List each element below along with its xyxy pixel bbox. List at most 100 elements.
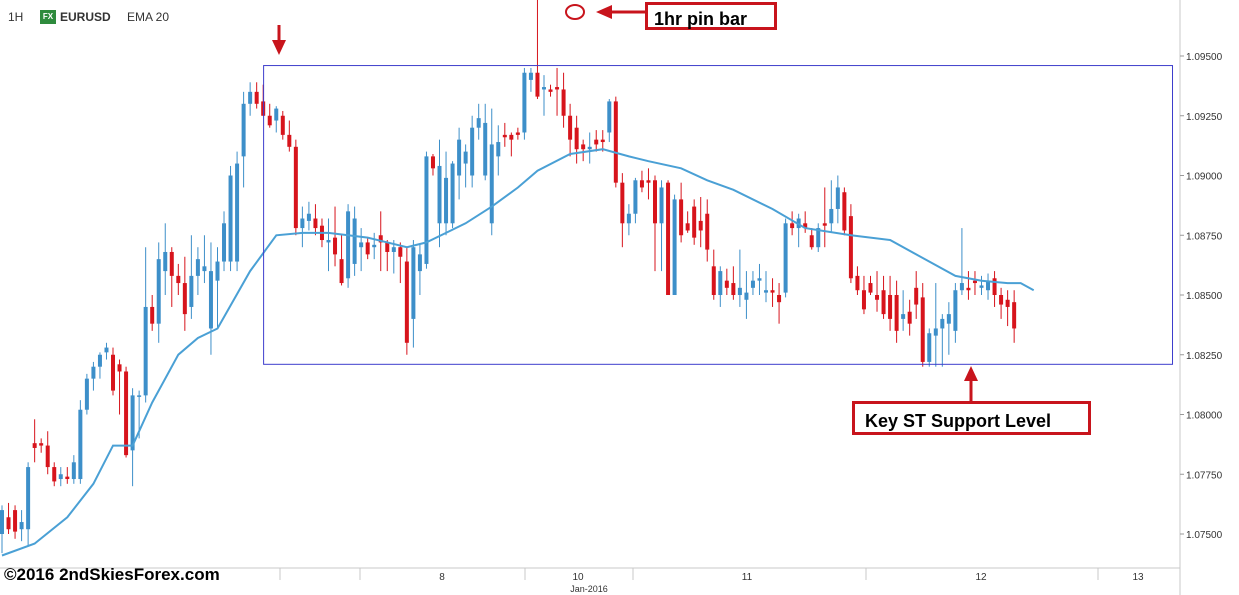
candle [920,283,925,367]
candle-body [502,134,507,138]
candle [437,139,442,248]
candle [979,275,984,295]
candle-body [97,354,102,367]
candle-body [91,366,96,379]
candle-body [966,287,971,291]
candle [78,400,83,484]
candle-body [901,314,906,319]
indicator-label[interactable]: EMA 20 [127,10,170,24]
candle-body [777,295,782,303]
range-box-group [263,65,1174,365]
candle-body [6,517,11,530]
candle [672,194,677,295]
candle [346,204,351,288]
candle [84,373,89,415]
candle [339,235,344,286]
candle [972,271,977,295]
candle-body [71,462,76,480]
candle [927,328,932,367]
candle-body [326,240,331,243]
candle-body [372,244,377,248]
candle [600,130,605,152]
y-tick-label: 1.08000 [1186,411,1223,422]
candle [333,206,338,267]
candle-body [333,237,338,255]
ema-20-line [1,148,1035,557]
candle-body [398,247,403,257]
candle [52,462,57,487]
candle-body [555,87,560,90]
candle-body [483,122,488,176]
candle-body [391,247,396,252]
candle [692,199,697,245]
candle [959,228,964,295]
candle-body [195,259,200,276]
candle-body [45,445,50,468]
down-arrow-head-icon [272,40,286,55]
candle-body [476,118,481,128]
candle-body [463,151,468,164]
candle [326,218,331,272]
candle [430,153,435,176]
candle [790,211,795,236]
candle [254,82,259,109]
candle-body [352,218,357,264]
timeframe-label[interactable]: 1H [8,10,24,24]
candle [515,127,520,140]
candle [901,290,906,331]
candle-body [959,283,964,291]
candle-body [633,180,638,214]
candle [587,132,592,164]
candle [163,223,168,295]
candle-body [241,103,246,157]
candle-body [404,261,409,343]
x-tick-label: 10 [572,572,584,583]
candle [770,278,775,307]
candle [444,151,449,236]
candle [372,232,377,260]
candle-body [659,187,664,224]
candle [287,120,292,152]
candle [626,204,631,236]
candle [306,201,311,231]
copyright-text: ©2016 2ndSkiesForex.com [4,565,220,584]
candle-body [861,290,866,310]
candle [646,168,651,200]
candle [561,72,566,128]
candle [398,242,403,284]
candle-body [411,247,416,319]
y-axis-panel [1180,0,1239,595]
candle [535,0,540,100]
candle [541,75,546,116]
candle-body [907,311,912,324]
candle-body [666,182,671,295]
candle [228,165,233,272]
candle-body [496,142,501,157]
candle [470,115,475,188]
candle [195,247,200,295]
candle-body [339,259,344,284]
candle [476,103,481,140]
candle [182,256,187,331]
candle [91,361,96,391]
candle-body [489,144,494,224]
candle [169,247,174,307]
candle [267,103,272,128]
candle-body [450,163,455,224]
candle-body [143,306,148,396]
candle-body [111,354,116,391]
candle [679,182,684,243]
range-box [263,65,1174,365]
candle-body [39,443,44,446]
candle-body [444,177,449,224]
candle-body [953,290,958,331]
candle-body [574,127,579,150]
candle-body [248,91,253,104]
symbol-label[interactable]: EURUSD [60,10,111,24]
candle [39,438,44,453]
candle [293,139,298,236]
candle-body [875,295,880,300]
candle-body [13,510,18,532]
pin-bar-circle-icon [565,4,585,20]
